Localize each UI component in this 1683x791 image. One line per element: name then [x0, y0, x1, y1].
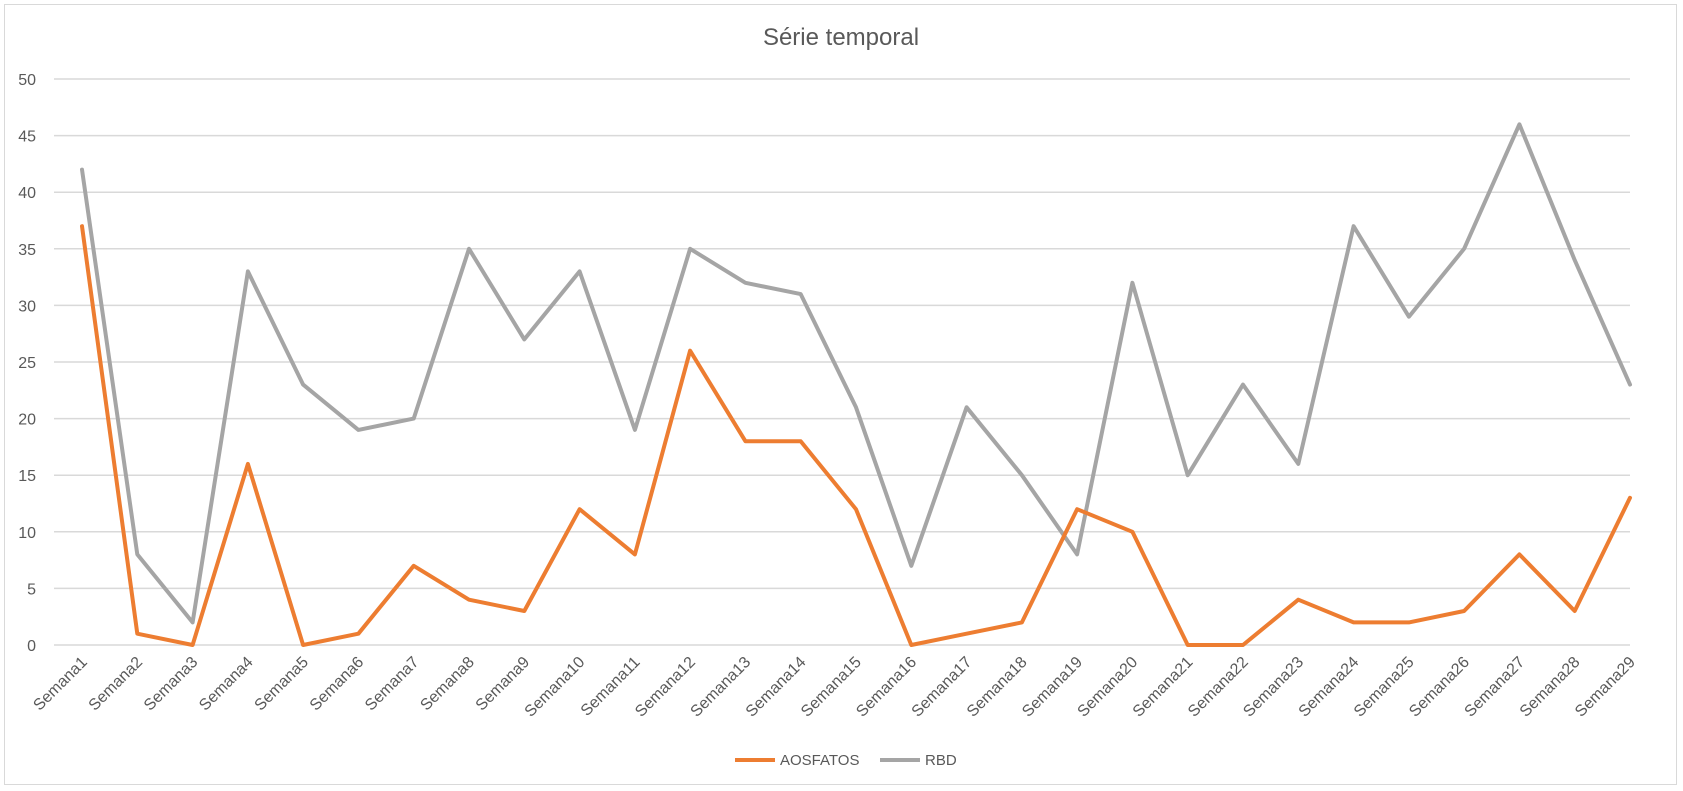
y-tick-label: 40: [18, 185, 36, 202]
gridlines: [54, 78, 1630, 646]
y-tick-label: 15: [18, 468, 36, 485]
y-tick-label: 30: [18, 298, 36, 315]
series-line-rbd: [80, 122, 1632, 625]
x-tick-label: Semana7: [362, 654, 423, 715]
y-tick-label: 20: [18, 412, 36, 429]
series-line-aosfatos: [80, 224, 1632, 647]
series-lines: [80, 122, 1632, 647]
legend: AOSFATOS RBD: [735, 752, 957, 769]
x-tick-label: Semana8: [417, 654, 478, 715]
y-tick-label: 10: [18, 525, 36, 542]
x-tick-label: Semana10: [522, 654, 589, 721]
y-tick-label: 25: [18, 355, 36, 372]
y-tick-label: 35: [18, 242, 36, 259]
legend-label-aosfatos: AOSFATOS: [780, 752, 859, 769]
x-tick-label: Semana2: [86, 654, 147, 715]
x-tick-label: Semana4: [196, 654, 257, 715]
y-tick-label: 45: [18, 129, 36, 146]
legend-label-rbd: RBD: [925, 752, 957, 769]
chart-frame: [4, 4, 1677, 785]
y-tick-label: 5: [27, 581, 36, 598]
x-axis-ticks: Semana1Semana2Semana3Semana4Semana5Seman…: [30, 654, 1639, 721]
y-tick-label: 50: [18, 72, 36, 89]
y-axis-ticks: 0 5 10 15 20 25 30 35 40 45 50: [18, 72, 36, 655]
x-tick-label: Semana3: [141, 654, 202, 715]
x-tick-label: Semana6: [307, 654, 368, 715]
y-tick-label: 0: [27, 638, 36, 655]
x-tick-label: Semana1: [30, 654, 91, 715]
x-tick-label: Semana5: [252, 654, 313, 715]
x-tick-label: Semana29: [1572, 654, 1639, 721]
chart-title: Série temporal: [763, 24, 919, 51]
